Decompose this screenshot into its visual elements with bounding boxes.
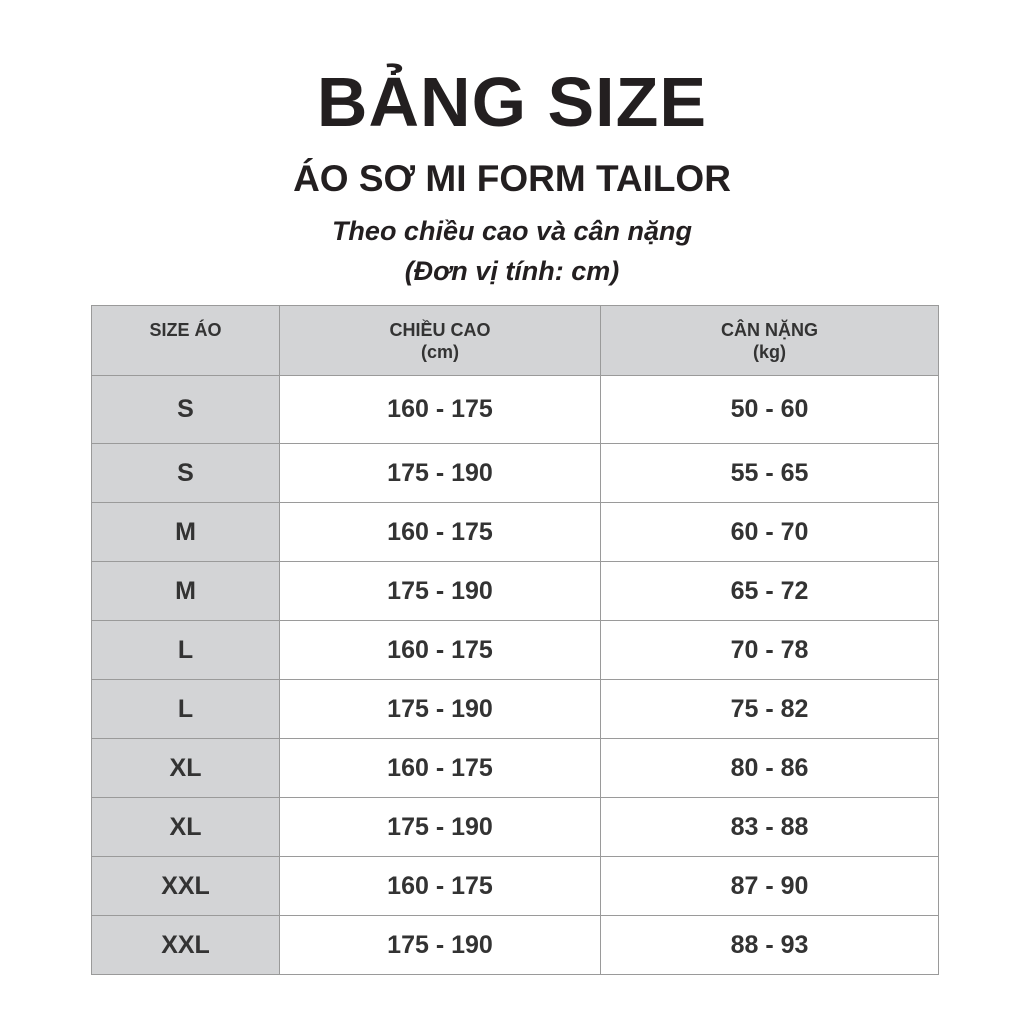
table-row: XL 160 - 175 80 - 86: [91, 738, 939, 798]
size-cell: S: [91, 375, 280, 444]
table-row: M 160 - 175 60 - 70: [91, 502, 939, 562]
page-title: BẢNG SIZE: [316, 63, 708, 141]
table-row: S 160 - 175 50 - 60: [91, 375, 939, 444]
height-cell: 175 - 190: [279, 561, 601, 621]
page-subtitle: ÁO SƠ MI FORM TAILOR: [293, 158, 731, 199]
size-cell: XXL: [91, 856, 280, 916]
height-cell: 175 - 190: [279, 797, 601, 857]
weight-cell: 88 - 93: [600, 915, 939, 975]
weight-cell: 80 - 86: [600, 738, 939, 798]
size-cell: L: [91, 620, 280, 680]
size-cell: S: [91, 443, 280, 503]
height-cell: 175 - 190: [279, 915, 601, 975]
column-unit: (cm): [420, 342, 459, 362]
column-label: CÂN NẶNG: [721, 320, 818, 340]
size-cell: XL: [91, 738, 280, 798]
table-row: M 175 - 190 65 - 72: [91, 561, 939, 621]
weight-cell: 65 - 72: [600, 561, 939, 621]
weight-cell: 50 - 60: [600, 375, 939, 444]
table-header-row: SIZE ÁO CHIỀU CAO (cm) CÂN NẶNG (kg): [91, 305, 939, 376]
size-cell: M: [91, 561, 280, 621]
column-label: SIZE ÁO: [149, 320, 222, 340]
column-header-weight: CÂN NẶNG (kg): [600, 305, 939, 376]
weight-cell: 83 - 88: [600, 797, 939, 857]
column-header-size: SIZE ÁO: [91, 305, 280, 376]
height-cell: 175 - 190: [279, 443, 601, 503]
table-row: XXL 175 - 190 88 - 93: [91, 915, 939, 975]
note-line-1: Theo chiều cao và cân nặng: [331, 216, 693, 246]
column-label: CHIỀU CAO: [389, 320, 491, 340]
size-cell: XL: [91, 797, 280, 857]
size-cell: M: [91, 502, 280, 562]
height-cell: 160 - 175: [279, 856, 601, 916]
column-unit: (kg): [753, 342, 786, 362]
weight-cell: 70 - 78: [600, 620, 939, 680]
weight-cell: 75 - 82: [600, 679, 939, 739]
size-cell: L: [91, 679, 280, 739]
note-line-2: (Đơn vị tính: cm): [404, 256, 620, 286]
table-row: XL 175 - 190 83 - 88: [91, 797, 939, 857]
weight-cell: 60 - 70: [600, 502, 939, 562]
height-cell: 160 - 175: [279, 620, 601, 680]
table-row: XXL 160 - 175 87 - 90: [91, 856, 939, 916]
weight-cell: 55 - 65: [600, 443, 939, 503]
table-row: S 175 - 190 55 - 65: [91, 443, 939, 503]
height-cell: 160 - 175: [279, 502, 601, 562]
size-cell: XXL: [91, 915, 280, 975]
height-cell: 175 - 190: [279, 679, 601, 739]
column-header-height: CHIỀU CAO (cm): [279, 305, 601, 376]
weight-cell: 87 - 90: [600, 856, 939, 916]
height-cell: 160 - 175: [279, 375, 601, 444]
table-row: L 175 - 190 75 - 82: [91, 679, 939, 739]
height-cell: 160 - 175: [279, 738, 601, 798]
table-row: L 160 - 175 70 - 78: [91, 620, 939, 680]
size-table: SIZE ÁO CHIỀU CAO (cm) CÂN NẶNG (kg) S 160 …: [91, 305, 939, 975]
